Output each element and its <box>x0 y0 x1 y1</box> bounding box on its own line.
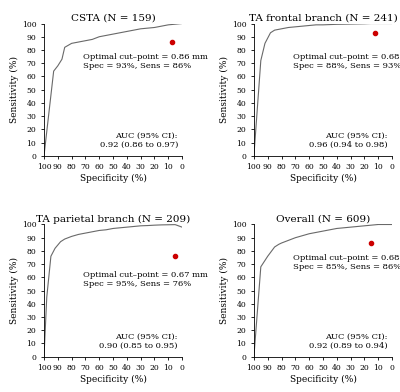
Title: TA parietal branch (N = 209): TA parietal branch (N = 209) <box>36 214 190 224</box>
X-axis label: Specificity (%): Specificity (%) <box>80 174 146 183</box>
Text: Optimal cut–point = 0.68 mm
Spec = 85%, Sens = 86%: Optimal cut–point = 0.68 mm Spec = 85%, … <box>292 254 400 271</box>
Text: Optimal cut–point = 0.68 mm
Spec = 88%, Sens = 93%: Optimal cut–point = 0.68 mm Spec = 88%, … <box>292 53 400 70</box>
Text: Optimal cut–point = 0.86 mm
Spec = 93%, Sens = 86%: Optimal cut–point = 0.86 mm Spec = 93%, … <box>83 53 208 70</box>
Text: Optimal cut–point = 0.67 mm
Spec = 95%, Sens = 76%: Optimal cut–point = 0.67 mm Spec = 95%, … <box>83 271 208 288</box>
Text: AUC (95% CI):
0.92 (0.89 to 0.94): AUC (95% CI): 0.92 (0.89 to 0.94) <box>309 333 388 350</box>
Title: CSTA (N = 159): CSTA (N = 159) <box>71 14 156 23</box>
Y-axis label: Sensitivity (%): Sensitivity (%) <box>10 56 19 123</box>
Y-axis label: Sensitivity (%): Sensitivity (%) <box>220 56 229 123</box>
Title: Overall (N = 609): Overall (N = 609) <box>276 215 370 224</box>
Text: AUC (95% CI):
0.96 (0.94 to 0.98): AUC (95% CI): 0.96 (0.94 to 0.98) <box>309 132 388 149</box>
Text: AUC (95% CI):
0.90 (0.85 to 0.95): AUC (95% CI): 0.90 (0.85 to 0.95) <box>100 333 178 350</box>
X-axis label: Specificity (%): Specificity (%) <box>80 375 146 384</box>
Text: AUC (95% CI):
0.92 (0.86 to 0.97): AUC (95% CI): 0.92 (0.86 to 0.97) <box>100 132 178 149</box>
X-axis label: Specificity (%): Specificity (%) <box>290 375 356 384</box>
Y-axis label: Sensitivity (%): Sensitivity (%) <box>10 257 19 324</box>
Title: TA frontal branch (N = 241): TA frontal branch (N = 241) <box>248 14 397 23</box>
X-axis label: Specificity (%): Specificity (%) <box>290 174 356 183</box>
Y-axis label: Sensitivity (%): Sensitivity (%) <box>220 257 229 324</box>
